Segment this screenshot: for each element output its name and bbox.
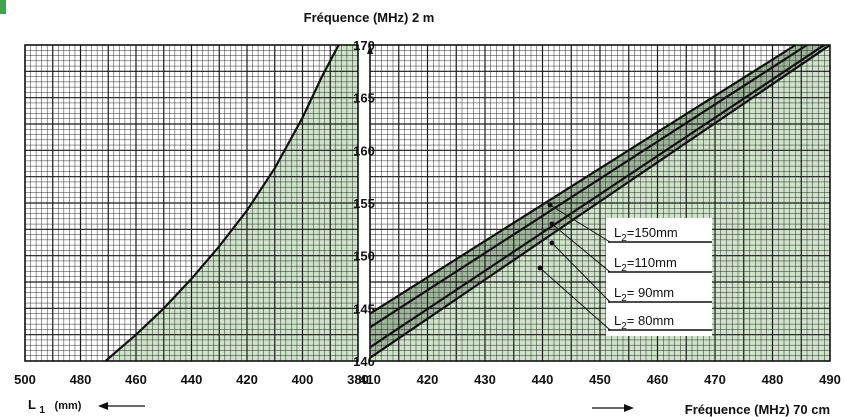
legend-leader-line (539, 267, 611, 331)
left-x-tick-label: 440 (181, 372, 203, 387)
legend-leader-line (551, 242, 611, 303)
legend-label-main: L (614, 313, 621, 328)
legend-label-main: L (614, 285, 621, 300)
legend-anchor-dot (549, 221, 555, 227)
right-x-tick-label: 410 (359, 372, 381, 387)
left-x-tick-label: 380 (347, 372, 369, 387)
legend-label-2: L2= 90mm (614, 285, 674, 304)
legend-label-main: L (614, 225, 621, 240)
legend-label-rest: =150mm (627, 225, 678, 240)
legend-label-1: L2=110mm (614, 255, 677, 274)
l2-line-1 (370, 45, 808, 329)
l1-label-main: L (28, 397, 36, 412)
legend-label-0: L2=150mm (614, 225, 678, 244)
l1-label-sub: 1 (39, 405, 45, 416)
legend-leader-line (551, 223, 611, 273)
right-axis-label: Fréquence (MHz) 70 cm (592, 402, 830, 417)
l2-line-3 (370, 45, 830, 359)
left-x-tick-label: 400 (292, 372, 314, 387)
left-grid (25, 45, 358, 361)
right-arrow-icon (624, 404, 634, 412)
legend-anchor-dot (537, 265, 543, 271)
legend-label-rest: = 80mm (627, 313, 674, 328)
left-x-tick-label: 500 (14, 372, 36, 387)
right-grid (370, 45, 830, 361)
legend-label-rest: =110mm (627, 255, 677, 270)
l1-label-unit: (mm) (55, 400, 82, 412)
right-plot-border (369, 44, 831, 362)
svg-text:L 1 (mm): L 1 (mm) (28, 397, 82, 416)
right-x-ticks: 410 420 430 440 450 460 470 480 490 (359, 372, 841, 387)
legend-leader-line (549, 204, 611, 243)
left-x-tick-label: 480 (70, 372, 92, 387)
right-x-tick-label: 460 (647, 372, 669, 387)
l2-line-0 (370, 45, 797, 315)
legend-label-sub: 2 (621, 293, 627, 304)
right-x-tick-label: 450 (589, 372, 611, 387)
left-plot-border (24, 44, 359, 362)
legend-label-sub: 2 (621, 233, 627, 244)
legend-label-3: L2= 80mm (614, 313, 674, 332)
right-x-tick-label: 430 (474, 372, 496, 387)
left-l1-curve (104, 45, 340, 361)
legend-label-main: L (614, 255, 621, 270)
legend-background (606, 218, 712, 336)
corner-accent-mark (0, 0, 6, 14)
left-arrow-icon (98, 402, 108, 410)
right-x-tick-label: 440 (532, 372, 554, 387)
right-x-tick-label: 470 (704, 372, 726, 387)
right-x-tick-label: 480 (762, 372, 784, 387)
legend-label-sub: 2 (621, 321, 627, 332)
legend-anchor-dot (549, 240, 555, 246)
left-axis-label: L 1 (mm) (28, 397, 145, 416)
legend-anchor-dot (547, 202, 553, 208)
right-l2-lines (370, 45, 830, 359)
left-x-ticks: 500 480 460 440 420 400 380 (14, 372, 369, 387)
right-x-axis-title: Fréquence (MHz) 70 cm (685, 402, 830, 417)
left-x-tick-label: 420 (236, 372, 258, 387)
left-x-tick-label: 460 (125, 372, 147, 387)
top-axis-title: Fréquence (MHz) 2 m (304, 10, 435, 25)
right-panel: 410 420 430 440 450 460 470 480 490 L2=150mmL2=1… (359, 44, 841, 387)
right-x-tick-label: 420 (417, 372, 439, 387)
l2-line-2 (370, 45, 825, 349)
left-panel: 500 480 460 440 420 400 380 (14, 44, 369, 387)
legend-label-rest: = 90mm (627, 285, 674, 300)
legend-label-sub: 2 (621, 263, 627, 274)
right-x-tick-label: 490 (819, 372, 841, 387)
